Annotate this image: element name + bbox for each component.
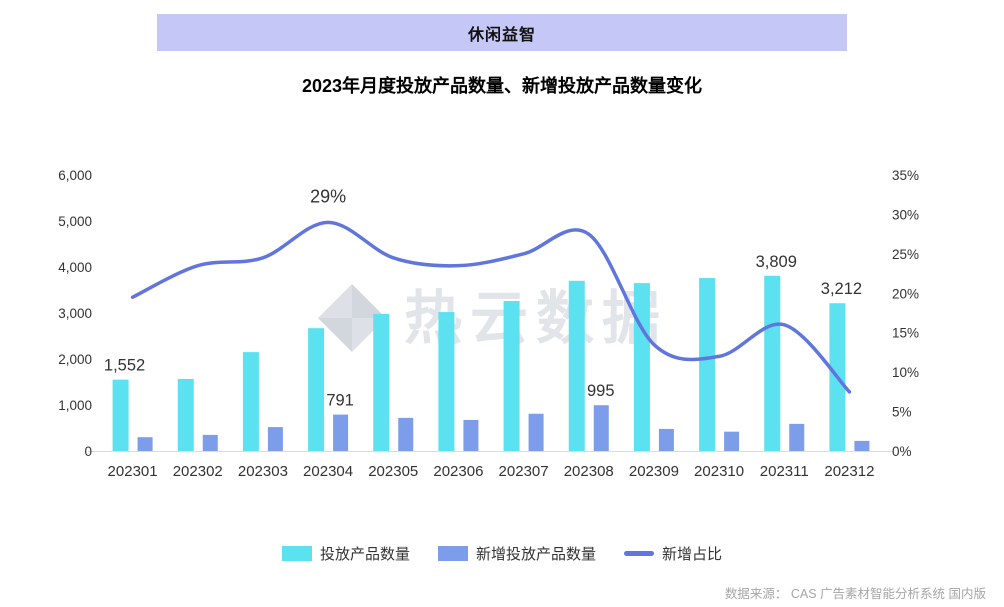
svg-text:1,000: 1,000	[58, 398, 92, 413]
legend-swatch-products-icon	[281, 546, 312, 561]
svg-text:0: 0	[84, 444, 92, 459]
chart-title: 2023年月度投放产品数量、新增投放产品数量变化	[301, 76, 703, 96]
svg-text:4,000: 4,000	[58, 260, 92, 275]
legend-label-new-ratio: 新增占比	[662, 546, 723, 563]
svg-text:202312: 202312	[824, 463, 874, 480]
legend-swatch-new-ratio-icon	[624, 551, 654, 556]
svg-text:202310: 202310	[694, 463, 744, 480]
svg-text:6,000: 6,000	[58, 168, 92, 183]
svg-text:202306: 202306	[433, 463, 483, 480]
svg-text:202304: 202304	[303, 463, 353, 480]
svg-text:2,000: 2,000	[58, 352, 92, 367]
category-banner: 休闲益智	[157, 14, 847, 51]
legend-item-new-ratio[interactable]: 新增占比	[624, 543, 722, 564]
svg-text:15%: 15%	[892, 326, 919, 341]
svg-text:202301: 202301	[108, 463, 158, 480]
svg-text:202302: 202302	[173, 463, 223, 480]
svg-text:791: 791	[326, 392, 354, 410]
svg-text:202309: 202309	[629, 463, 679, 480]
legend-swatch-new-products-icon	[437, 546, 468, 561]
svg-text:5,000: 5,000	[58, 214, 92, 229]
svg-text:0%: 0%	[892, 444, 912, 459]
svg-text:3,809: 3,809	[756, 253, 797, 271]
data-source-note: 数据来源： CAS 广告素材智能分析系统 国内版	[724, 587, 986, 601]
svg-text:1,552: 1,552	[104, 357, 145, 375]
svg-text:3,000: 3,000	[58, 306, 92, 321]
svg-text:25%: 25%	[892, 247, 919, 262]
legend-item-new-products[interactable]: 新增投放产品数量	[437, 543, 596, 564]
legend-item-products[interactable]: 投放产品数量	[281, 543, 410, 564]
svg-text:5%: 5%	[892, 405, 912, 420]
svg-text:995: 995	[587, 382, 615, 400]
category-banner-label: 休闲益智	[467, 26, 536, 44]
svg-text:3,212: 3,212	[821, 280, 862, 298]
svg-text:202308: 202308	[564, 463, 614, 480]
svg-text:20%: 20%	[892, 286, 919, 301]
svg-text:29%: 29%	[310, 186, 346, 206]
svg-text:10%: 10%	[892, 365, 919, 380]
legend-label-new-products: 新增投放产品数量	[475, 546, 596, 563]
svg-text:35%: 35%	[892, 168, 919, 183]
svg-text:30%: 30%	[892, 207, 919, 222]
svg-text:202303: 202303	[238, 463, 288, 480]
svg-text:202305: 202305	[368, 463, 418, 480]
combo-chart: 热云数据01,0002,0003,0004,0005,0006,0000%5%1…	[58, 168, 919, 480]
svg-text:202311: 202311	[760, 463, 809, 480]
chart-legend: 投放产品数量 新增投放产品数量 新增占比	[0, 543, 1004, 564]
svg-text:202307: 202307	[499, 463, 549, 480]
legend-label-products: 投放产品数量	[319, 546, 410, 563]
